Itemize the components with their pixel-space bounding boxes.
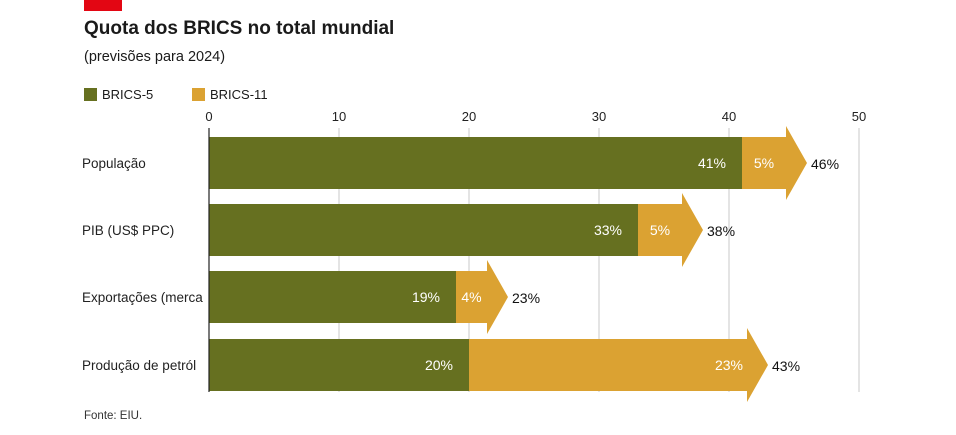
data-label-brics5: 33% xyxy=(594,222,622,238)
category-label: População xyxy=(82,156,146,171)
x-tick-label-30: 30 xyxy=(592,109,606,124)
total-label: 23% xyxy=(512,290,540,306)
total-label: 38% xyxy=(707,223,735,239)
data-label-brics5: 19% xyxy=(412,289,440,305)
data-label-brics11: 5% xyxy=(754,155,774,171)
data-label-brics5: 20% xyxy=(425,357,453,373)
total-label: 46% xyxy=(811,156,839,172)
source-note: Fonte: EIU. xyxy=(84,410,143,422)
data-label-brics11: 5% xyxy=(650,222,670,238)
bar-brics5 xyxy=(209,339,469,391)
x-tick-label-50: 50 xyxy=(852,109,866,124)
bar-brics5 xyxy=(209,137,742,189)
category-label: Produção de petról xyxy=(82,358,196,373)
total-label: 43% xyxy=(772,358,800,374)
x-tick-label-10: 10 xyxy=(332,109,346,124)
bar-brics5 xyxy=(209,204,638,256)
legend-label-brics11: BRICS-11 xyxy=(210,86,268,102)
accent-block xyxy=(84,0,122,11)
legend-label-brics5: BRICS-5 xyxy=(102,86,154,102)
data-label-brics11: 4% xyxy=(461,289,481,305)
bar-brics11-arrow xyxy=(742,126,807,200)
bar-brics5 xyxy=(209,271,456,323)
bar-brics11-arrow xyxy=(456,260,508,334)
data-label-brics11: 23% xyxy=(715,357,743,373)
chart-title: Quota dos BRICS no total mundial xyxy=(84,18,395,39)
x-tick-label-20: 20 xyxy=(462,109,476,124)
legend-swatch-brics11 xyxy=(192,87,205,101)
category-label: PIB (US$ PPC) xyxy=(82,223,174,238)
x-tick-label-0: 0 xyxy=(205,109,212,124)
category-label: Exportações (merca xyxy=(82,290,203,305)
bar-brics11-arrow xyxy=(638,193,703,267)
legend-item-brics5: BRICS-5 xyxy=(84,86,153,102)
x-tick-label-40: 40 xyxy=(722,109,736,124)
chart-subtitle: (previsões para 2024) xyxy=(84,49,226,65)
data-label-brics5: 41% xyxy=(698,155,726,171)
bar-brics11-arrow xyxy=(469,328,768,402)
legend-item-brics11: BRICS-11 xyxy=(192,86,268,102)
legend-swatch-brics5 xyxy=(84,87,97,101)
